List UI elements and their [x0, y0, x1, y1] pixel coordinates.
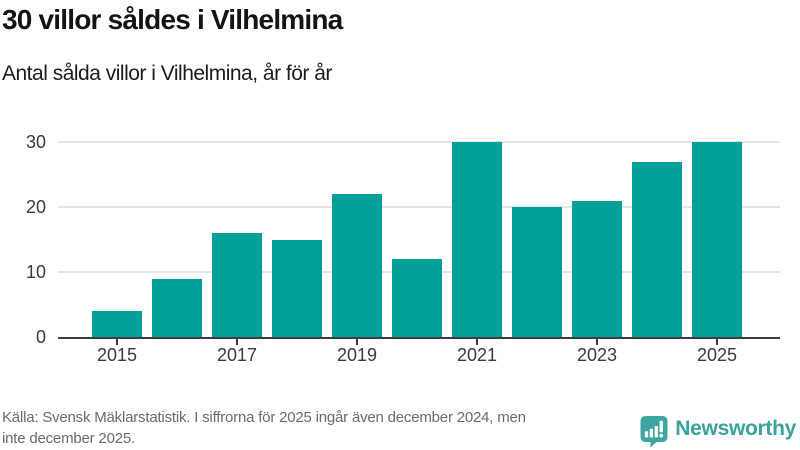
x-axis-label-2017: 2017 [216, 345, 258, 365]
y-axis-label-10: 10 [25, 262, 46, 282]
bar-2016 [152, 278, 202, 337]
source-note-line1: Källa: Svensk Mäklarstatistik. I siffror… [2, 409, 526, 426]
x-axis-tick-2025 [716, 339, 718, 345]
x-axis-tick-2017 [236, 339, 238, 345]
source-note: Källa: Svensk Mäklarstatistik. I siffror… [2, 407, 526, 449]
bar-2022 [512, 207, 562, 337]
newsworthy-logo[interactable]: Newsworthy [640, 415, 796, 448]
x-axis-label-2015: 2015 [96, 345, 138, 365]
x-axis-label-2019: 2019 [336, 345, 378, 365]
gridline-30 [58, 141, 780, 143]
x-axis-tick-2015 [116, 339, 118, 345]
source-note-line2: inte december 2025. [2, 430, 135, 447]
bar-2023 [572, 200, 622, 337]
bar-2024 [632, 161, 682, 337]
bar-2019 [332, 194, 382, 337]
bar-2017 [212, 233, 262, 337]
y-axis-label-0: 0 [35, 327, 46, 347]
bar-chart-plot-area [58, 141, 780, 339]
x-axis-label-2025: 2025 [696, 345, 738, 365]
x-axis-label-2021: 2021 [456, 345, 498, 365]
x-axis-label-2023: 2023 [576, 345, 618, 365]
gridline-20 [58, 206, 780, 208]
x-axis-tick-2021 [476, 339, 478, 345]
y-axis-label-20: 20 [25, 197, 46, 217]
newsworthy-wordmark: Newsworthy [675, 417, 796, 440]
bar-2020 [392, 259, 442, 337]
bar-2018 [272, 239, 322, 337]
bar-2015 [92, 311, 142, 337]
x-axis-tick-2023 [596, 339, 598, 345]
y-axis-label-30: 30 [25, 132, 46, 152]
chart-title: 30 villor såldes i Vilhelmina [2, 4, 343, 35]
chart-subtitle: Antal sålda villor i Vilhelmina, år för … [2, 62, 332, 85]
bar-2021 [452, 142, 502, 337]
newsworthy-icon [640, 415, 668, 448]
x-axis-tick-2019 [356, 339, 358, 345]
bar-2025 [692, 142, 742, 337]
